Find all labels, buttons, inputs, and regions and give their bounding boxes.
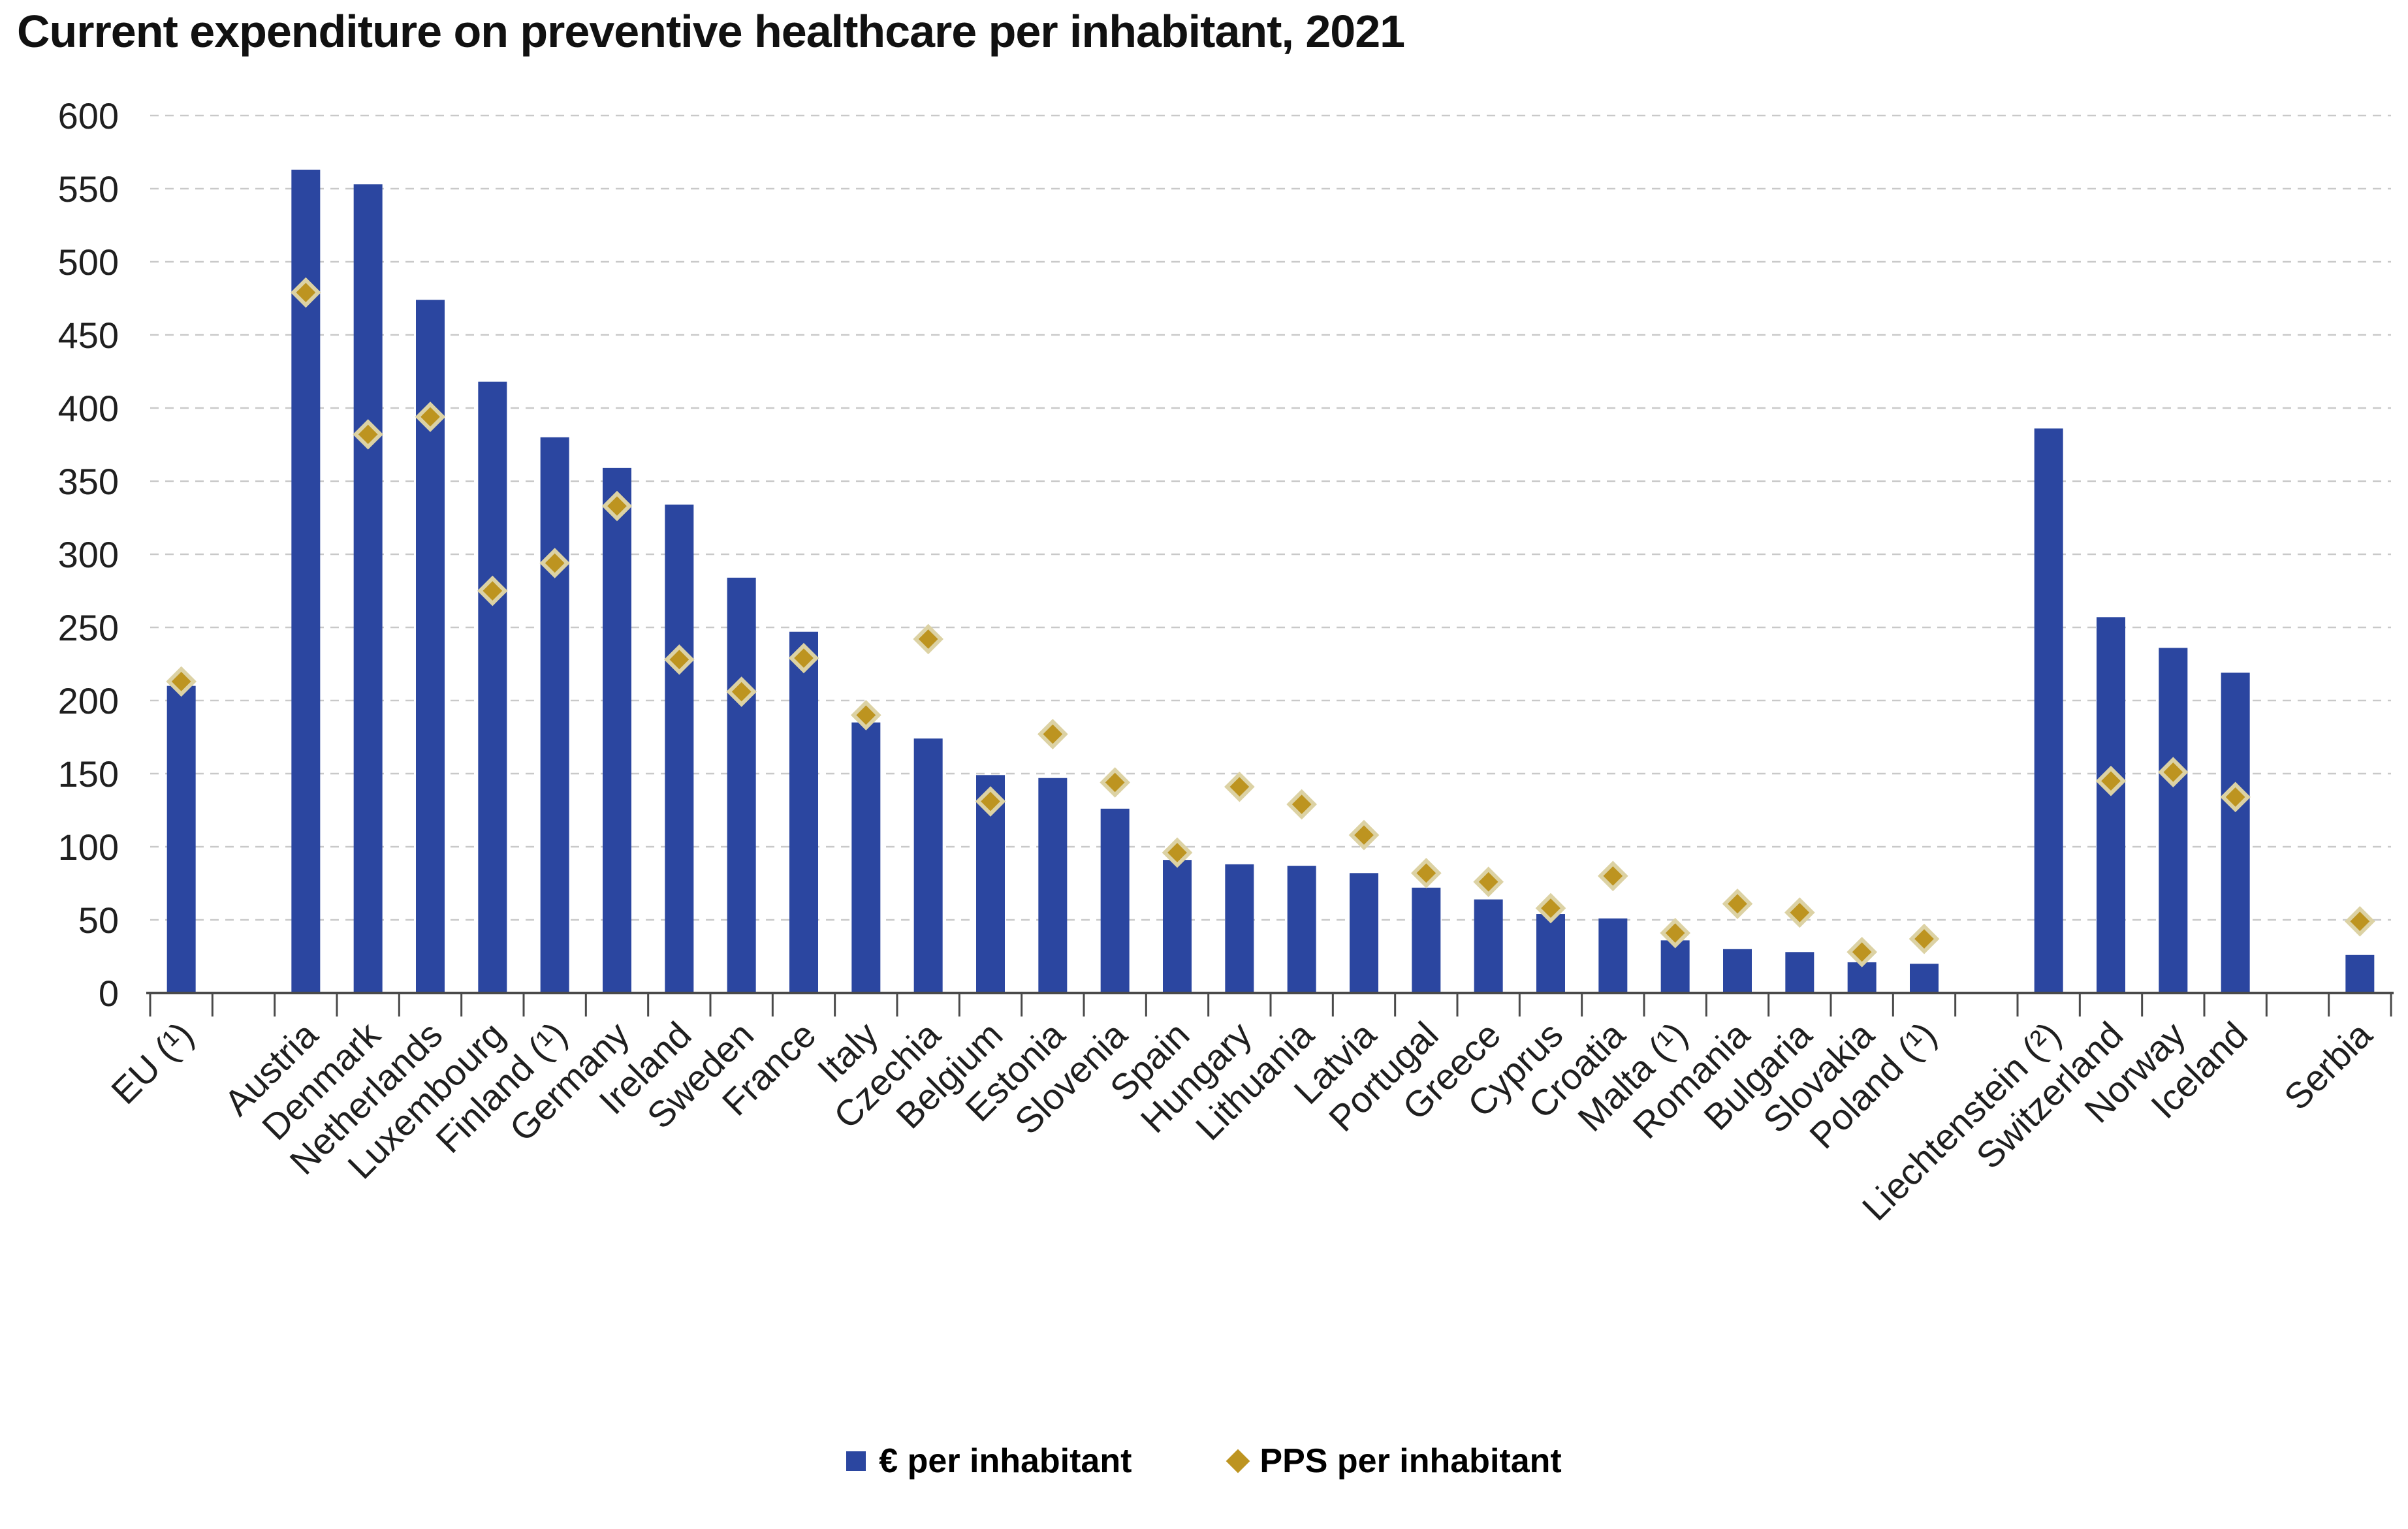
marker-romania [1722,889,1753,919]
bar-cyprus [1536,914,1565,993]
marker-bulgaria [1784,897,1815,928]
bar-slovakia [1847,962,1877,993]
marker-france [788,642,819,674]
bar-slovenia [1100,808,1130,993]
bar-italy [851,722,881,993]
y-tick-label-200: 200 [58,680,119,721]
bar-germany [603,467,631,993]
y-tick-label-300: 300 [58,534,119,575]
pps-markers-series [166,277,2375,968]
bar-serbia [2345,954,2375,993]
marker-eu [166,666,197,697]
marker-czechia [913,623,944,655]
bar-czechia [913,738,943,993]
y-tick-label-350: 350 [58,461,119,502]
bar-switzerland [2097,617,2125,993]
bar-latvia [1350,873,1378,993]
marker-slovenia [1100,767,1131,798]
marker-slovakia [1846,936,1878,968]
bar-denmark [353,184,383,993]
bar-lithuania [1287,866,1316,993]
bar-norway [2159,648,2188,993]
bar-portugal [1412,887,1441,993]
marker-switzerland [2095,765,2127,796]
marker-greece [1473,866,1504,898]
y-tick-label-0: 0 [99,973,119,1014]
marker-serbia [2344,906,2375,937]
marker-italy [850,700,881,731]
x-tick-label-eu: EU (¹) [103,1014,201,1112]
y-tick-label-100: 100 [58,827,119,868]
marker-latvia [1348,819,1380,851]
bar-croatia [1598,918,1628,993]
bar-poland [1910,964,1939,993]
bar-greece [1474,899,1503,993]
legend-item-eur: € per inhabitant [846,1442,1132,1481]
bar-spain [1163,860,1192,993]
legend: € per inhabitant PPS per inhabitant [0,1442,2408,1481]
bar-luxembourg [478,381,507,993]
marker-norway [2157,757,2189,788]
marker-lithuania [1286,789,1318,820]
bar-bulgaria [1785,952,1814,993]
bar-iceland [2221,672,2250,993]
gridlines [150,114,2391,921]
marker-germany [601,490,633,522]
legend-label-eur: € per inhabitant [879,1442,1132,1480]
bar-france [789,631,818,993]
marker-estonia [1037,719,1068,749]
marker-sweden [726,676,757,707]
y-tick-label-600: 600 [58,95,119,136]
bar-finland [540,437,569,993]
y-axis-labels: 0 50 100 150 200 250 300 350 400 450 500 550 600 [58,95,119,1014]
bar-eu [166,686,196,993]
chart-title: Current expenditure on preventive health… [17,6,1405,57]
legend-item-pps: PPS per inhabitant [1226,1442,1562,1481]
marker-malta [1660,917,1691,949]
y-tick-label-150: 150 [58,753,119,795]
bar-hungary [1225,864,1254,993]
marker-portugal [1410,857,1442,889]
marker-ireland [663,644,695,675]
marker-netherlands [415,402,446,432]
marker-denmark [353,418,384,450]
y-tick-label-550: 550 [58,168,119,210]
marker-cyprus [1535,892,1566,924]
y-tick-label-50: 50 [78,900,119,941]
bar-estonia [1038,778,1068,993]
marker-belgium [975,786,1006,817]
y-tick-label-450: 450 [58,315,119,356]
y-tick-label-400: 400 [58,388,119,429]
pps-diamond-swatch-icon [1226,1449,1250,1474]
eur-bar-swatch-icon [846,1451,866,1471]
x-axis [146,992,2394,1017]
bar-ireland [665,504,694,993]
marker-hungary [1224,771,1255,802]
x-tick-label-serbia: Serbia [2276,1013,2381,1118]
marker-poland [1909,923,1940,954]
marker-croatia [1597,860,1628,892]
bar-romania [1723,949,1752,993]
x-axis-labels: EU (¹) AustriaDenmarkNetherlandsLuxembour… [103,1013,2380,1228]
marker-luxembourg [477,575,508,607]
bar-malta [1660,940,1690,993]
marker-finland [539,548,571,578]
marker-iceland [2220,781,2251,813]
bar-liechtenstein [2034,428,2063,993]
legend-label-pps: PPS per inhabitant [1259,1442,1562,1480]
marker-spain [1162,837,1193,868]
y-tick-label-250: 250 [58,607,119,648]
bar-sweden [727,577,756,993]
y-tick-label-500: 500 [58,242,119,283]
marker-austria [290,277,321,308]
